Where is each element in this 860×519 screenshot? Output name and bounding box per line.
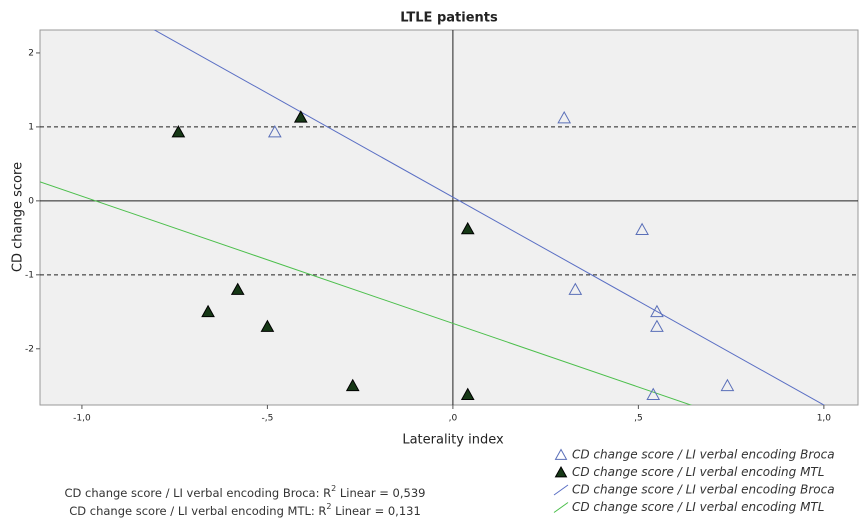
annotation-text: CD change score / LI verbal encoding Bro… xyxy=(65,486,332,500)
legend-line xyxy=(553,484,569,496)
x-tick-label: 1,0 xyxy=(817,414,832,424)
point xyxy=(650,319,664,332)
annotation-text: CD change score / LI verbal encoding MTL… xyxy=(69,504,326,518)
legend-marker xyxy=(554,448,568,460)
y-axis-label: CD change score xyxy=(11,162,26,272)
point xyxy=(635,222,649,236)
point xyxy=(201,304,215,318)
legend-label: CD change score / LI verbal encoding MTL xyxy=(572,465,824,479)
fit-line xyxy=(40,181,693,405)
point xyxy=(646,387,661,400)
legend-line xyxy=(553,502,569,513)
legend-label: CD change score / LI verbal encoding MTL xyxy=(572,500,824,514)
point xyxy=(171,125,186,138)
annotation: CD change score / LI verbal encoding MTL… xyxy=(69,502,421,518)
x-axis-label: Laterality index xyxy=(402,433,504,448)
legend-label: CD change score / LI verbal encoding Bro… xyxy=(572,448,835,462)
point xyxy=(345,378,360,392)
annotation: CD change score / LI verbal encoding Bro… xyxy=(65,484,426,500)
point xyxy=(557,110,572,124)
y-tick-label: 0 xyxy=(28,196,34,206)
point xyxy=(720,378,735,392)
legend-label: CD change score / LI verbal encoding Bro… xyxy=(572,483,835,497)
point xyxy=(260,319,275,332)
x-tick-label: ,0 xyxy=(449,414,458,424)
y-tick-label: -1 xyxy=(25,270,34,280)
point xyxy=(460,387,475,400)
legend-marker xyxy=(554,465,568,478)
x-tick-label: ,5 xyxy=(634,414,643,424)
x-tick-label: -,5 xyxy=(261,414,273,424)
fit-line xyxy=(153,30,825,405)
annotation-sup: 2 xyxy=(331,484,336,493)
point xyxy=(568,282,583,295)
y-tick-label: -2 xyxy=(25,344,34,354)
y-tick-label: 2 xyxy=(28,48,34,58)
y-tick-label: 1 xyxy=(28,122,34,132)
annotation-sup: 2 xyxy=(326,502,331,511)
chart-title: LTLE patients xyxy=(400,11,498,26)
point xyxy=(460,221,475,235)
annotation-text: Linear = 0,539 xyxy=(336,486,425,500)
annotation-text: Linear = 0,131 xyxy=(332,504,421,518)
plot-area xyxy=(39,29,859,406)
point xyxy=(293,110,308,123)
point xyxy=(267,125,282,138)
plot-layer xyxy=(40,30,825,405)
x-tick-label: -1,0 xyxy=(73,414,91,424)
point xyxy=(650,304,664,318)
point xyxy=(230,282,245,295)
